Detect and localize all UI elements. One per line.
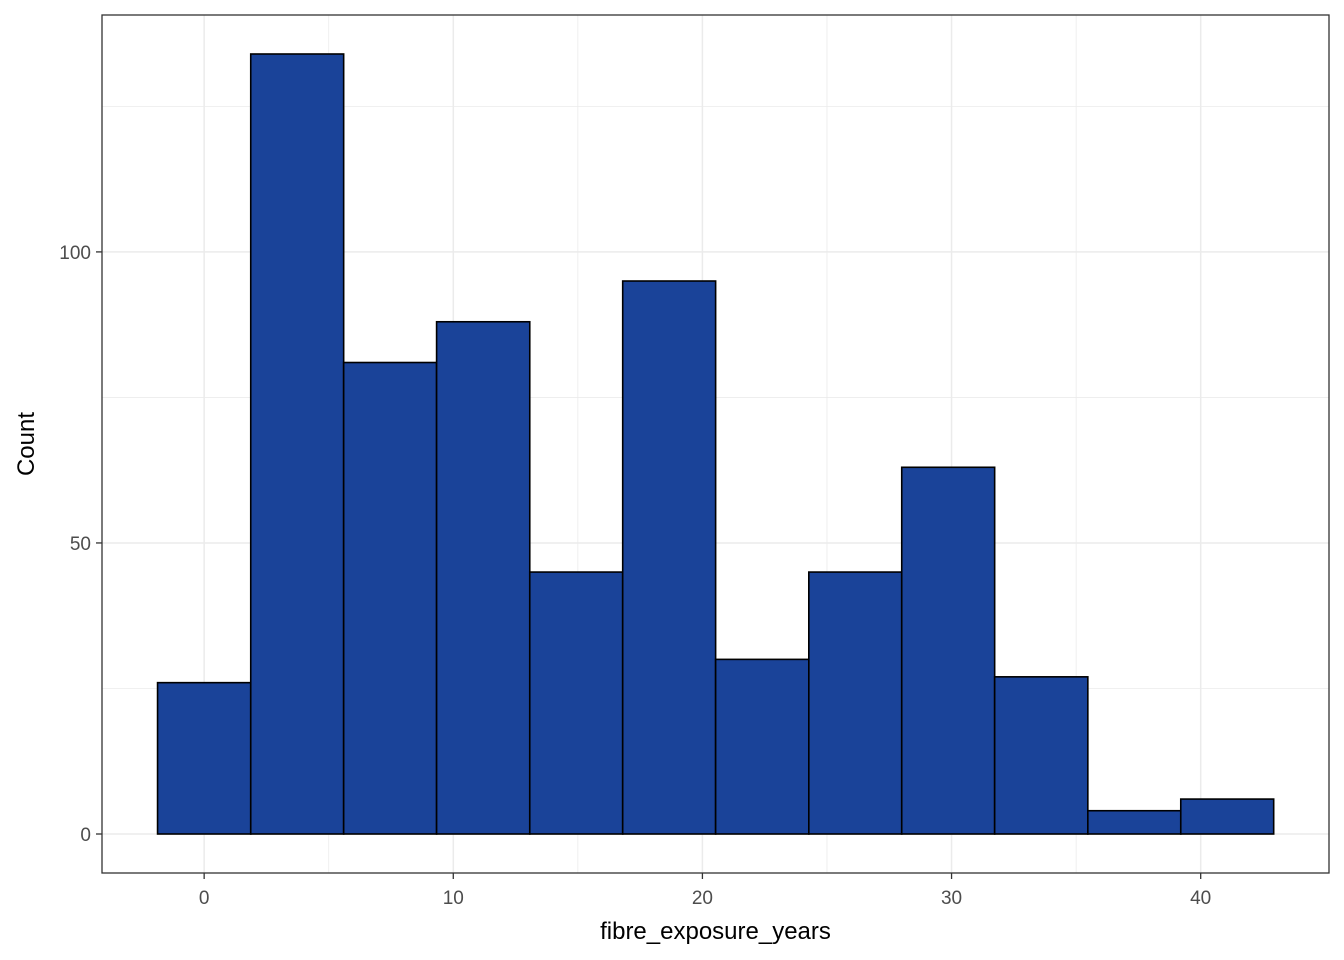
y-tick-label: 100 (59, 243, 91, 264)
histogram-bar (1179, 798, 1275, 835)
histogram-bar (808, 571, 903, 835)
x-tick-label: 0 (199, 888, 210, 909)
axis-ticks: 0 10 20 30 40 0 50 100 (59, 243, 1211, 909)
histogram-bar (993, 676, 1089, 835)
y-tick-label: 0 (80, 825, 91, 846)
histogram-bar (900, 466, 996, 835)
histogram-bars (156, 53, 1275, 835)
y-tick-label: 50 (70, 534, 91, 555)
histogram-bar (249, 53, 345, 835)
histogram-bar (156, 681, 252, 835)
panel-border (101, 14, 1330, 874)
y-axis-title: Count (13, 412, 40, 476)
x-axis-title: fibre_exposure_years (600, 918, 831, 945)
histogram-bar (714, 658, 810, 835)
histogram-bar (528, 571, 624, 835)
x-tick-label: 10 (443, 888, 464, 909)
histogram-bar (621, 280, 717, 835)
histogram-bar (435, 320, 531, 835)
x-tick-label: 20 (692, 888, 713, 909)
histogram-bar (1087, 809, 1182, 835)
x-tick-label: 30 (941, 888, 962, 909)
histogram-bar (342, 361, 438, 835)
x-tick-label: 40 (1190, 888, 1211, 909)
